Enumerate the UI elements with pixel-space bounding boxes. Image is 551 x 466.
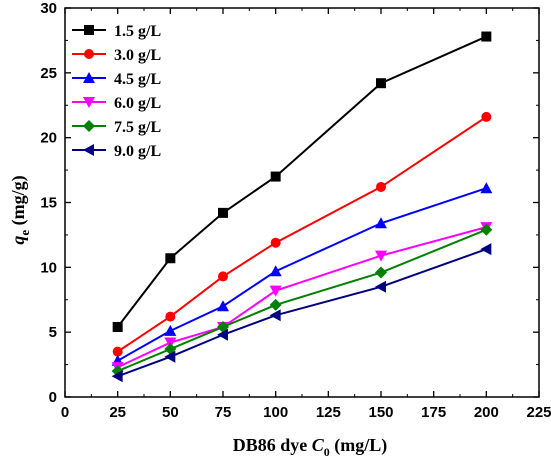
x-tick-label: 175 — [421, 404, 446, 421]
series-line — [117, 116, 487, 353]
x-axis-title-prefix: DB86 dye — [233, 435, 312, 455]
data-point — [112, 346, 123, 357]
data-point — [218, 207, 228, 218]
data-point — [164, 350, 176, 363]
legend-item: 7.5 g/L — [72, 119, 161, 136]
y-tick-label: 25 — [40, 65, 57, 82]
legend-marker — [83, 144, 94, 156]
data-point — [375, 280, 386, 293]
x-tick-label: 75 — [215, 404, 232, 421]
data-point — [375, 250, 387, 262]
data-point — [112, 321, 123, 332]
data-point — [165, 311, 176, 322]
y-axis-title: qe (mg/g) — [8, 175, 32, 244]
legend-item: 1.5 g/L — [72, 23, 161, 40]
series-line — [117, 226, 487, 369]
legend-item: 9.0 g/L — [72, 143, 161, 160]
x-tick-label: 0 — [61, 404, 69, 421]
data-point — [480, 223, 493, 236]
y-axis-title-subscript: e — [17, 230, 32, 236]
data-point — [217, 300, 229, 312]
x-axis-title: DB86 dye C0 (mg/L) — [233, 435, 388, 459]
series-line — [117, 187, 487, 362]
data-point — [480, 243, 492, 256]
series-line — [117, 248, 487, 378]
y-tick-label: 30 — [40, 0, 57, 17]
x-tick-label: 25 — [109, 404, 126, 421]
legend-marker — [83, 120, 95, 132]
data-point — [481, 31, 492, 42]
series-line — [116, 35, 487, 328]
x-tick-label: 100 — [263, 404, 288, 421]
data-point — [376, 78, 386, 89]
legend-label: 9.0 g/L — [114, 143, 161, 160]
legend-item: 6.0 g/L — [72, 95, 161, 112]
y-tick-label: 5 — [49, 324, 57, 341]
data-point — [269, 309, 281, 322]
y-tick-label: 10 — [40, 259, 57, 276]
legend-label: 7.5 g/L — [114, 119, 161, 136]
axis-ticks — [64, 7, 540, 398]
data-point — [375, 217, 387, 229]
series — [111, 182, 493, 366]
x-axis-title-subscript: 0 — [324, 445, 330, 459]
legend-marker — [83, 72, 95, 83]
y-tick-label: 15 — [40, 195, 57, 212]
data-point — [269, 285, 282, 297]
data-point — [376, 181, 386, 192]
series-line — [117, 228, 487, 372]
data-point — [164, 324, 177, 336]
series — [112, 111, 492, 357]
y-tick-label: 0 — [49, 389, 57, 406]
legend-marker — [84, 25, 94, 35]
legend-label: 4.5 g/L — [114, 71, 161, 88]
legend-label: 1.5 g/L — [114, 23, 161, 40]
y-tick-label: 20 — [40, 130, 57, 147]
x-axis-title-suffix: (mg/L) — [330, 435, 388, 456]
legend-label: 6.0 g/L — [114, 95, 161, 112]
y-axis-title-suffix: (mg/g) — [8, 175, 29, 229]
data-point — [165, 253, 176, 264]
data-point — [480, 182, 493, 194]
data-point — [217, 328, 228, 341]
x-tick-label: 125 — [316, 404, 341, 421]
axis-tick-labels: 0 25 50 75 100 125 150 175 200 225 0 5 10 15 20 25 30 — [40, 0, 551, 421]
series — [112, 31, 492, 332]
legend: 1.5 g/L 3.0 g/L 4.5 g/L 6.0 g/L 7.5 g/L 9.0 g… — [72, 23, 161, 160]
data-point — [375, 266, 387, 279]
data-point — [270, 237, 281, 248]
y-axis-title-variable: q — [8, 236, 28, 245]
x-tick-label: 200 — [474, 404, 499, 421]
x-tick-label: 150 — [368, 404, 393, 421]
x-tick-label: 50 — [162, 404, 179, 421]
legend-item: 4.5 g/L — [72, 71, 161, 88]
data-point — [218, 271, 228, 282]
legend-marker — [84, 49, 94, 59]
x-tick-label: 225 — [526, 404, 551, 421]
x-axis-title-variable: C — [312, 435, 325, 455]
data-point — [269, 265, 282, 277]
legend-item: 3.0 g/L — [72, 47, 161, 64]
data-point — [270, 171, 281, 182]
data-point — [269, 298, 282, 311]
series — [111, 243, 492, 383]
data-point — [111, 370, 123, 383]
data-point — [481, 111, 492, 122]
legend-label: 3.0 g/L — [114, 47, 161, 64]
series-lines — [111, 31, 493, 383]
legend-marker — [83, 97, 95, 108]
series — [111, 223, 493, 378]
